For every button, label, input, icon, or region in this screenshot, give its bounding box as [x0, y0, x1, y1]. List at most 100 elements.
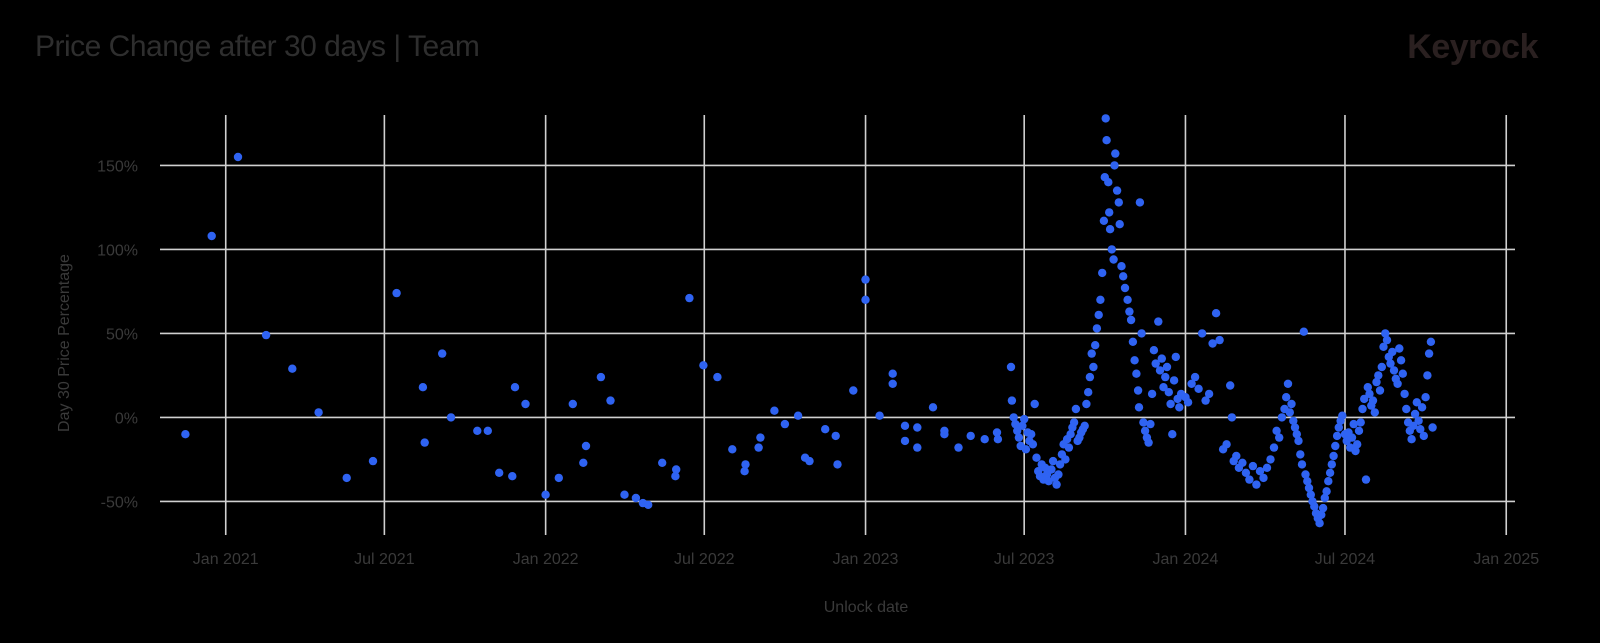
data-point	[1102, 136, 1111, 145]
data-point	[644, 500, 653, 509]
data-point	[1126, 315, 1136, 325]
data-point	[1410, 409, 1420, 419]
brand-logo: Keyrock	[1407, 28, 1538, 66]
data-point	[685, 293, 694, 303]
data-point	[1109, 255, 1118, 264]
data-point	[1421, 393, 1430, 402]
data-point	[1360, 394, 1369, 404]
data-point	[1292, 430, 1302, 439]
data-point	[805, 456, 814, 466]
data-point	[658, 458, 667, 467]
data-point	[1372, 377, 1381, 387]
data-point	[1275, 433, 1284, 442]
data-point	[1351, 446, 1360, 456]
data-point	[1353, 440, 1362, 449]
data-point	[1283, 379, 1293, 388]
data-point	[1310, 502, 1319, 511]
data-point	[1419, 431, 1429, 441]
data-point	[1365, 389, 1374, 399]
data-point	[756, 433, 765, 442]
data-point	[510, 383, 520, 392]
data-point	[1061, 455, 1070, 464]
data-point	[1162, 362, 1172, 372]
data-point	[1147, 389, 1157, 399]
data-point	[740, 467, 749, 476]
data-point	[793, 411, 803, 420]
data-point	[508, 472, 517, 481]
data-point	[1320, 493, 1330, 503]
data-point	[1144, 438, 1153, 447]
data-point	[1306, 490, 1316, 499]
data-point	[1137, 329, 1146, 338]
data-point	[1171, 352, 1181, 362]
data-point	[1048, 456, 1058, 466]
data-point	[1166, 399, 1175, 409]
data-point	[1287, 399, 1296, 409]
data-point	[288, 364, 297, 373]
data-point	[1428, 423, 1437, 432]
data-point	[1064, 443, 1074, 452]
data-point	[954, 443, 963, 452]
data-point	[1266, 455, 1275, 464]
x-axis-title: Unlock date	[824, 599, 909, 616]
data-point	[1085, 372, 1095, 382]
data-point	[1019, 414, 1029, 424]
data-point	[1069, 418, 1079, 427]
data-point	[342, 473, 351, 483]
data-point	[1331, 441, 1340, 451]
data-point	[1356, 418, 1365, 427]
data-point	[1044, 477, 1053, 486]
data-point	[1299, 327, 1309, 336]
data-point	[1066, 430, 1075, 439]
x-tick-label: Jan 2021	[193, 551, 259, 568]
data-point	[1091, 341, 1100, 350]
data-point	[1282, 393, 1291, 402]
data-point	[1396, 356, 1406, 365]
data-point	[1374, 371, 1383, 380]
data-point	[207, 231, 216, 241]
data-point	[1317, 510, 1326, 519]
data-point	[1334, 423, 1344, 432]
data-point	[1006, 362, 1016, 372]
data-point	[1358, 404, 1367, 414]
data-point	[888, 369, 897, 378]
data-point	[579, 458, 588, 467]
data-point	[875, 411, 884, 420]
y-axis-title: Day 30 Price Percentage	[56, 254, 73, 432]
data-points	[181, 114, 1437, 528]
data-point	[1327, 460, 1337, 469]
data-point	[1084, 388, 1093, 397]
data-point	[1099, 216, 1109, 225]
data-point	[780, 419, 790, 429]
data-point	[1101, 114, 1110, 123]
data-point	[1032, 453, 1041, 462]
data-point	[1361, 475, 1371, 484]
data-point	[1389, 366, 1399, 375]
data-point	[1197, 329, 1207, 338]
data-point	[1211, 309, 1221, 318]
data-point	[1386, 359, 1395, 368]
data-point	[1175, 403, 1184, 412]
data-point	[1272, 426, 1281, 435]
data-point	[1285, 408, 1295, 417]
data-point	[1395, 344, 1404, 353]
data-point	[1157, 354, 1167, 363]
data-point	[940, 426, 949, 435]
data-point	[1096, 295, 1105, 304]
data-point	[1238, 458, 1247, 467]
data-point	[1107, 245, 1117, 254]
data-point	[741, 460, 750, 469]
data-point	[1388, 347, 1397, 357]
data-point	[1125, 307, 1134, 316]
data-point	[1098, 268, 1107, 278]
data-point	[1414, 416, 1423, 425]
data-point	[900, 436, 910, 446]
data-point	[1269, 443, 1279, 452]
data-point	[1338, 411, 1347, 420]
data-point	[1252, 480, 1261, 489]
data-point	[261, 330, 271, 340]
data-point	[1416, 425, 1425, 434]
data-point	[1226, 381, 1235, 390]
y-tick-label: 150%	[97, 158, 138, 175]
y-tick-label: 100%	[97, 242, 138, 259]
